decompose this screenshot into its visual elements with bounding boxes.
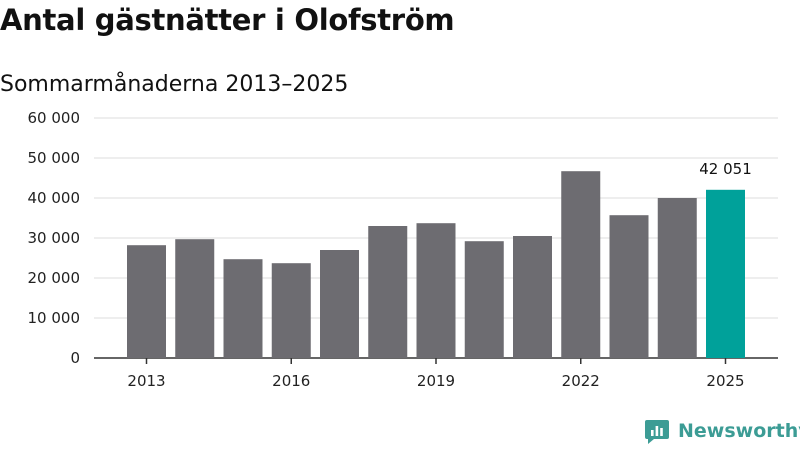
y-tick-label: 30 000 xyxy=(28,229,81,247)
y-tick-label: 10 000 xyxy=(28,309,81,327)
bar-2015 xyxy=(223,259,263,358)
y-tick-label: 20 000 xyxy=(28,269,81,287)
bar-2023 xyxy=(609,215,649,358)
newsworthy-logo-icon xyxy=(645,420,669,444)
bars xyxy=(127,171,745,358)
x-tick-label: 2019 xyxy=(417,372,455,390)
bar-2018 xyxy=(368,226,408,358)
x-tick-label: 2016 xyxy=(272,372,310,390)
x-tick-label: 2022 xyxy=(562,372,600,390)
bar-2017 xyxy=(320,250,359,358)
labels: 0 10 000 20 000 30 000 40 000 50 000 60 000 201… xyxy=(28,109,752,390)
x-tick-label: 2025 xyxy=(706,372,744,390)
bar-2016 xyxy=(271,263,311,358)
brand-logo: Newsworthy xyxy=(644,418,800,444)
bar-2019 xyxy=(416,223,456,358)
y-tick-label: 50 000 xyxy=(28,149,81,167)
bar-2020 xyxy=(464,241,504,358)
bar-2013 xyxy=(127,245,166,358)
bar-2014 xyxy=(175,239,215,358)
bar-2022 xyxy=(561,171,601,358)
y-tick-label: 40 000 xyxy=(28,189,81,207)
chart-subtitle: Sommarmånaderna 2013–2025 xyxy=(0,72,349,97)
brand-name: Newsworthy xyxy=(678,420,800,442)
x-tick-label: 2013 xyxy=(127,372,165,390)
bar-2024 xyxy=(657,198,697,358)
data-label-highlight: 42 051 xyxy=(699,160,752,178)
y-tick-label: 60 000 xyxy=(28,109,81,127)
y-tick-label: 0 xyxy=(70,349,80,367)
bar-2021 xyxy=(513,236,552,358)
bar-2025 xyxy=(706,189,745,358)
chart-title: Antal gästnätter i Olofström xyxy=(0,3,455,37)
